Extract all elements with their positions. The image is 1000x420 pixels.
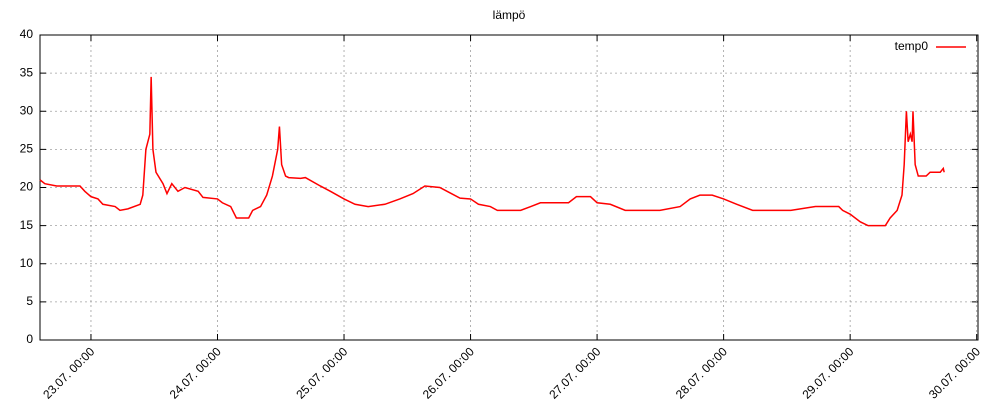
y-tick-label: 25: [20, 142, 34, 156]
x-tick-label: 24.07. 00:00: [167, 344, 224, 401]
x-tick-label: 29.07. 00:00: [799, 344, 856, 401]
x-tick-label: 26.07. 00:00: [420, 344, 477, 401]
data-line: [39, 76, 945, 227]
y-tick-label: 0: [26, 332, 33, 346]
chart-title: lämpö: [493, 8, 526, 22]
x-tick-label: 23.07. 00:00: [40, 344, 97, 401]
y-tick-label: 5: [26, 294, 33, 308]
legend-label: temp0: [895, 39, 929, 53]
y-tick-label: 35: [20, 65, 34, 79]
y-tick-label: 30: [20, 103, 34, 117]
x-tick-label: 25.07. 00:00: [293, 344, 350, 401]
y-tick-label: 15: [20, 218, 34, 232]
plot-frame: [39, 34, 979, 341]
x-tick-label: 27.07. 00:00: [546, 344, 603, 401]
y-tick-label: 10: [20, 256, 34, 270]
y-tick-label: 20: [20, 180, 34, 194]
y-tick-label: 40: [20, 27, 34, 41]
x-tick-label: 30.07. 00:00: [926, 344, 983, 401]
x-tick-label: 28.07. 00:00: [673, 344, 730, 401]
